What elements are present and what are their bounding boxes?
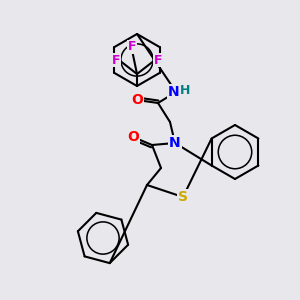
Text: F: F [112, 53, 120, 67]
Text: N: N [169, 136, 181, 150]
Text: F: F [154, 53, 162, 67]
Text: N: N [168, 85, 180, 99]
Text: S: S [178, 190, 188, 204]
Text: H: H [180, 85, 190, 98]
Text: F: F [128, 40, 136, 53]
Text: O: O [131, 93, 143, 107]
Text: O: O [127, 130, 139, 144]
